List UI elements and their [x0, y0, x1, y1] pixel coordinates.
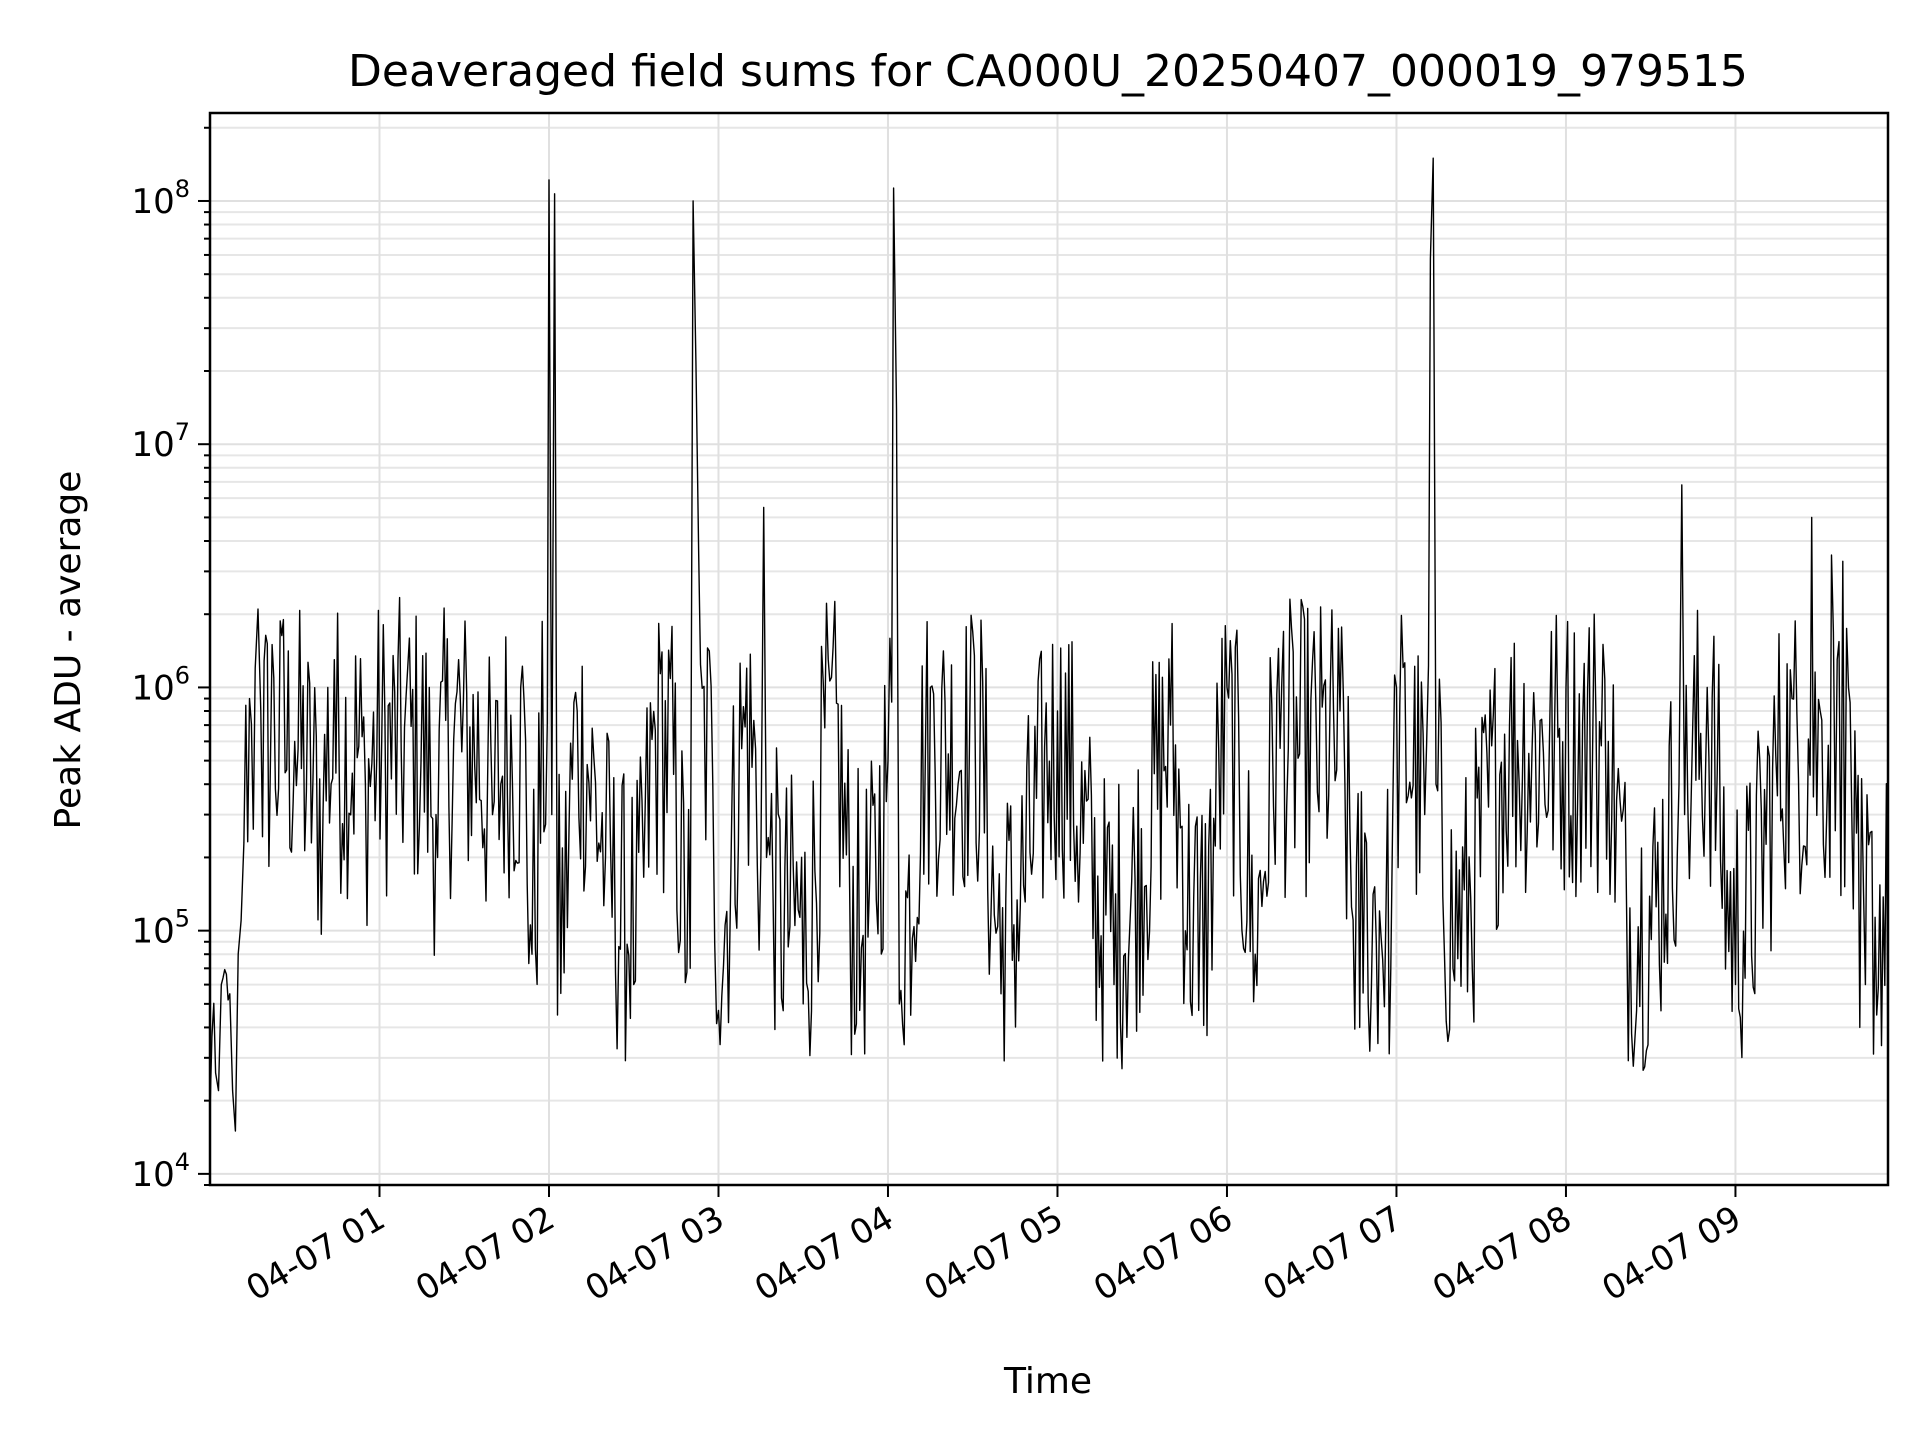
x-tick-label: 04-07 05: [918, 1198, 1070, 1309]
x-tick-label: 04-07 01: [240, 1198, 392, 1309]
x-tick-label: 04-07 09: [1596, 1198, 1748, 1309]
series-line: [209, 157, 1889, 1132]
y-tick-label: 106: [131, 661, 190, 708]
x-tick-label: 04-07 06: [1087, 1198, 1239, 1309]
plot-frame: [208, 111, 1890, 1187]
x-tick-label: 04-07 04: [748, 1198, 900, 1309]
x-tick-label: 04-07 07: [1257, 1198, 1409, 1309]
y-tick-label: 104: [131, 1148, 190, 1195]
y-axis: 104 105 106 107 108: [131, 126, 210, 1195]
y-tick-label: 107: [131, 418, 190, 465]
y-tick-label: 108: [131, 175, 190, 222]
y-tick-label: 105: [131, 905, 190, 952]
x-axis: 04-07 01 04-07 02 04-07 03 04-07 04 04-07 05…: [240, 1185, 1748, 1309]
x-tick-label: 04-07 03: [579, 1198, 731, 1309]
x-tick-label: 04-07 08: [1426, 1198, 1578, 1309]
series-layer: [209, 157, 1889, 1132]
chart-title: Deaveraged field sums for CA000U_2025040…: [348, 46, 1748, 97]
y-axis-label: Peak ADU - average: [48, 471, 89, 830]
x-axis-label: Time: [1003, 1361, 1092, 1402]
x-tick-label: 04-07 02: [409, 1198, 561, 1309]
